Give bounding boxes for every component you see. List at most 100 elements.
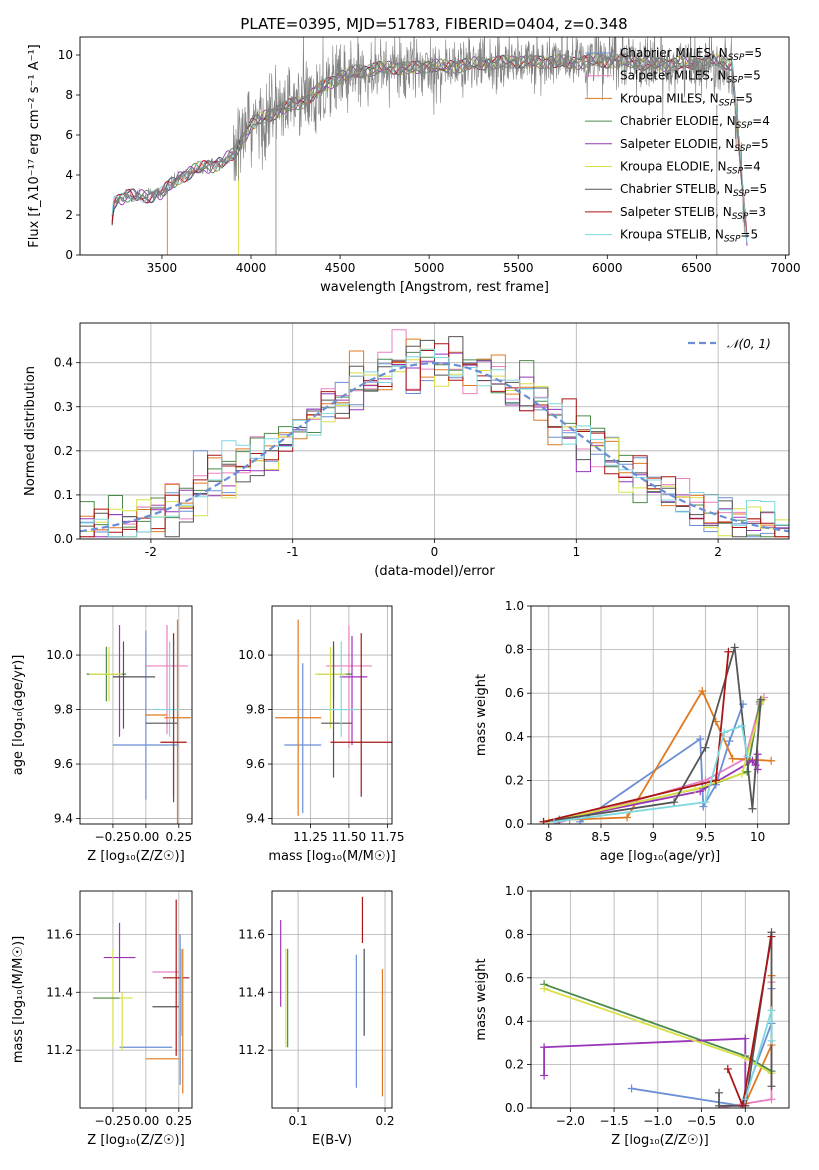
x-axis-label: E(B-V) (312, 1133, 352, 1148)
x-tick-label: −1.0 (643, 1114, 672, 1128)
y-tick-label: 10.0 (46, 648, 73, 662)
axes-mass-vs-EBV: 0.1 0.2 11.2 11.4 11.6 E(B-V) (238, 890, 395, 1148)
weight-marker (720, 728, 729, 737)
x-tick-label: 0.00 (133, 1114, 160, 1128)
weight-marker (767, 1095, 776, 1104)
legend-text: Kroupa MILES, N (620, 91, 719, 105)
x-tick-label: 11.25 (293, 830, 327, 844)
weight-marker (767, 756, 776, 765)
weight-marker (696, 787, 705, 796)
y-axis-label: mass weight (474, 958, 489, 1040)
x-axis-label: Z [log₁₀(Z/Z☉)] (87, 1133, 184, 1148)
x-tick-label: -1 (287, 545, 299, 559)
legend-label: Kroupa ELODIE, NSSP=4 (620, 160, 761, 177)
axes-frame (271, 890, 393, 1109)
legend-text: =5 (740, 228, 758, 242)
legend-text: Chabrier STELIB, N (620, 182, 733, 196)
x-axis-label: mass [log₁₀(M/M☉)] (268, 849, 395, 864)
axes-mass-vs-Z: −0.25 0.00 0.25 11.2 11.4 11.6 Z [log₁₀(Z/Z☉)]… (11, 890, 193, 1148)
x-tick-label: 9 (649, 830, 657, 844)
y-tick-label: 1.0 (505, 599, 524, 613)
weight-marker (767, 1082, 776, 1091)
legend-label: Salpeter ELODIE, NSSP=5 (620, 137, 769, 154)
y-tick-label: 0.6 (505, 971, 524, 985)
weight-marker (756, 695, 765, 704)
observed-spectrum-line (112, 37, 747, 234)
y-axis-label: Normed distribution (23, 366, 38, 496)
y-tick-label: 0.4 (505, 730, 524, 744)
weight-marker (748, 756, 757, 765)
y-tick-label: 0.8 (505, 643, 524, 657)
axes-age-vs-mass: 11.25 11.50 11.75 9.4 9.6 9.8 10.0 mass [log₁₀(… (238, 605, 405, 864)
x-tick-label: 5000 (414, 261, 445, 275)
legend-text: Salpeter ELODIE, N (620, 137, 734, 151)
weight-marker (748, 804, 757, 813)
y-tick-label: 1.0 (505, 884, 524, 898)
y-tick-label: 9.4 (54, 812, 73, 826)
weight-marker (737, 721, 746, 730)
legend-subscript: SSP (727, 167, 744, 177)
x-tick-label: −0.25 (95, 1114, 132, 1128)
weight-marker (715, 1101, 724, 1108)
y-tick-label: 9.6 (246, 757, 265, 771)
weight-marker (699, 802, 708, 811)
x-tick-label: 5500 (503, 261, 534, 275)
x-tick-label: 0.25 (165, 830, 192, 844)
plot-area-spectrum (111, 37, 748, 255)
x-tick-label: 6000 (592, 261, 623, 275)
x-tick-label: 4000 (236, 261, 267, 275)
weight-marker (741, 1054, 750, 1063)
axes-frame (530, 605, 790, 825)
x-tick-label: 6500 (681, 261, 712, 275)
legend-text: =5 (743, 69, 761, 83)
legend-subscript: SSP (728, 53, 745, 63)
weight-marker (698, 687, 707, 696)
legend-label: Chabrier MILES, NSSP=5 (620, 46, 762, 63)
model-spectrum-line (166, 54, 748, 255)
y-tick-label: 0.1 (54, 488, 73, 502)
x-axis-label: age [log₁₀(age/yr)] (600, 849, 721, 864)
weight-line (543, 1037, 747, 1106)
x-tick-label: 7000 (770, 261, 801, 275)
plot-area-mass-vs-Z (80, 891, 192, 1108)
x-axis-label: Z [log₁₀(Z/Z☉)] (87, 849, 184, 864)
legend-text: =5 (744, 46, 762, 60)
legend-label: Chabrier ELODIE, NSSP=4 (620, 114, 770, 131)
plot-area-age-vs-Z (80, 606, 192, 824)
x-tick-label: 11.75 (370, 830, 404, 844)
x-tick-label: 9.5 (696, 830, 715, 844)
weight-marker (690, 785, 699, 794)
y-axis-label: age [log₁₀(age/yr)] (11, 655, 26, 776)
y-tick-label: 11.6 (238, 927, 265, 941)
axes-frame (79, 36, 790, 256)
x-tick-label: 11.50 (332, 830, 366, 844)
y-tick-label: 0.4 (54, 356, 73, 370)
legend-text: =3 (748, 205, 766, 219)
y-tick-label: 6 (65, 128, 73, 142)
legend-subscript: SSP (724, 235, 741, 245)
weight-marker (540, 1043, 549, 1052)
y-tick-label: 10.0 (238, 648, 265, 662)
axes-spectrum: 3500 4000 4500 5000 5500 6000 6500 7000 0 2 4 6 8 10 w… (27, 36, 801, 295)
legend-text: Salpeter STELIB, N (620, 205, 732, 219)
y-tick-label: 11.4 (46, 985, 73, 999)
y-tick-label: 10 (58, 48, 73, 62)
weight-marker (623, 813, 632, 822)
y-tick-label: 0.0 (54, 532, 73, 546)
x-tick-label: 4500 (325, 261, 356, 275)
x-axis-label: (data-model)/error (374, 564, 495, 579)
axes-weight-vs-Z: −2.0 −1.5 −1.0 −0.5 0.0 0.0 0.2 0.4 0.6 0.8 1.0 Z [… (474, 884, 790, 1148)
axes-residuals: -2 -1 0 1 2 0.0 0.1 0.2 0.3 0.4 (data-model)/error… (23, 322, 790, 579)
legend-label: Salpeter MILES, NSSP=5 (620, 69, 761, 86)
figure-title: PLATE=0395, MJD=51783, FIBERID=0404, z=0… (240, 15, 627, 33)
x-tick-label: 8.5 (591, 830, 610, 844)
y-tick-label: 11.2 (238, 1043, 265, 1057)
y-tick-label: 0.2 (54, 444, 73, 458)
plot-area-age-vs-mass (272, 606, 392, 824)
gaussian-curve (80, 361, 789, 533)
legend-text: Kroupa STELIB, N (620, 228, 724, 242)
y-tick-label: 11.6 (46, 927, 73, 941)
weight-marker (738, 1101, 747, 1108)
weight-marker (701, 743, 710, 752)
